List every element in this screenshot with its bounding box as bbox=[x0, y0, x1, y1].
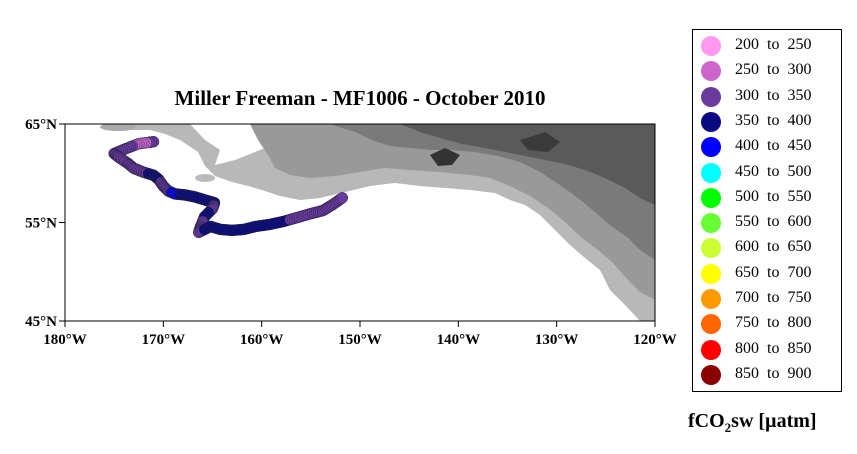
legend-swatch bbox=[701, 187, 721, 208]
y-tick-label: 55°N bbox=[25, 216, 57, 232]
legend-item: 350 to 400 bbox=[693, 110, 841, 134]
land-summit bbox=[430, 148, 460, 166]
legend-label: 500 to 550 bbox=[735, 187, 812, 205]
legend-label: 600 to 650 bbox=[735, 238, 812, 256]
legend-item: 600 to 650 bbox=[693, 236, 841, 260]
legend-label: 800 to 850 bbox=[735, 339, 812, 357]
legend-swatch bbox=[701, 111, 721, 132]
legend-item: 300 to 350 bbox=[693, 85, 841, 109]
legend-label: 250 to 300 bbox=[735, 61, 812, 79]
legend-swatch bbox=[701, 86, 721, 107]
legend-swatch bbox=[701, 61, 721, 82]
legend-label: 200 to 250 bbox=[735, 36, 812, 53]
legend-label: 550 to 600 bbox=[735, 213, 812, 231]
map-plot: 180°W 170°W 160°W 150°W 140°W 130°W 120°W 65°N 5… bbox=[25, 117, 677, 348]
legend-item: 800 to 850 bbox=[693, 338, 841, 362]
land-peak bbox=[400, 124, 655, 205]
legend-swatch bbox=[701, 339, 721, 360]
legend-swatch bbox=[701, 137, 721, 158]
legend-item: 750 to 800 bbox=[693, 312, 841, 336]
legend-label: 700 to 750 bbox=[735, 289, 812, 306]
x-tick-label: 160°W bbox=[240, 332, 284, 348]
x-tick-label: 150°W bbox=[338, 332, 382, 348]
legend-label: 400 to 450 bbox=[735, 137, 812, 155]
x-tick-label: 140°W bbox=[437, 332, 481, 348]
legend-label: 350 to 400 bbox=[735, 111, 812, 129]
legend-item: 500 to 550 bbox=[693, 186, 841, 210]
x-tick-label: 130°W bbox=[535, 332, 579, 348]
y-tick-label: 65°N bbox=[25, 117, 57, 133]
map-title: Miller Freeman - MF1006 - October 2010 bbox=[174, 86, 546, 110]
legend-swatch bbox=[701, 263, 721, 284]
legend-item: 450 to 500 bbox=[693, 161, 841, 185]
legend-swatch bbox=[701, 238, 721, 259]
legend-item: 700 to 750 bbox=[693, 287, 841, 311]
legend-swatch bbox=[701, 36, 721, 56]
legend-item: 400 to 450 bbox=[693, 135, 841, 159]
cruise-track bbox=[108, 135, 349, 239]
legend-swatch bbox=[701, 314, 721, 335]
track-point bbox=[336, 192, 349, 204]
legend-item: 250 to 300 bbox=[693, 59, 841, 83]
island-st-lawrence bbox=[100, 124, 136, 131]
legend-label: 300 to 350 bbox=[735, 86, 812, 104]
legend-swatch bbox=[701, 289, 721, 309]
legend-title: fCO2sw [µatm] bbox=[688, 410, 817, 435]
legend-swatch bbox=[701, 213, 721, 234]
legend-label: 850 to 900 bbox=[735, 364, 812, 382]
legend-label: 650 to 700 bbox=[735, 263, 812, 281]
legend-swatch bbox=[701, 364, 721, 385]
x-tick-label: 120°W bbox=[633, 332, 677, 348]
axis-ticks: 180°W 170°W 160°W 150°W 140°W 130°W 120°W 65°N 5… bbox=[25, 117, 677, 348]
legend-label: 750 to 800 bbox=[735, 314, 812, 332]
legend-item: 200 to 250 bbox=[693, 34, 841, 58]
legend-swatch bbox=[701, 162, 721, 183]
x-tick-label: 170°W bbox=[142, 332, 186, 348]
land-summit-2 bbox=[520, 132, 560, 152]
legend: 200 to 250 250 to 300 300 to 350 350 to 400… bbox=[692, 29, 842, 392]
land-relief bbox=[100, 124, 655, 321]
y-tick-label: 45°N bbox=[25, 314, 57, 330]
legend-item: 650 to 700 bbox=[693, 262, 841, 286]
legend-label: 450 to 500 bbox=[735, 162, 812, 180]
legend-item: 550 to 600 bbox=[693, 211, 841, 235]
x-tick-label: 180°W bbox=[43, 332, 87, 348]
island-pribilof bbox=[195, 174, 215, 182]
legend-item: 850 to 900 bbox=[693, 363, 841, 387]
